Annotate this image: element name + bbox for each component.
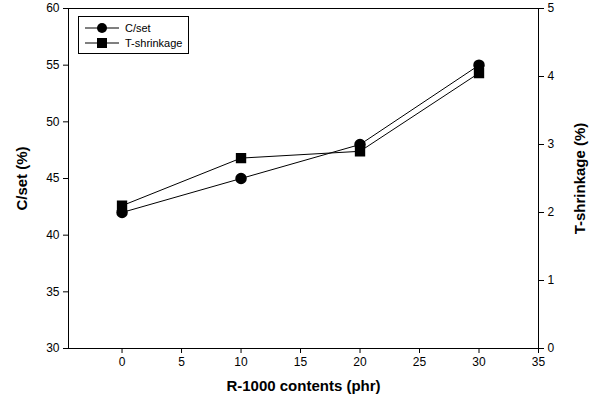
- html-text:C/set: C/set: [125, 21, 151, 34]
- svg-text:20: 20: [353, 355, 367, 369]
- svg-text:35: 35: [532, 355, 546, 369]
- svg-text:R-1000 contents (phr): R-1000 contents (phr): [226, 377, 380, 394]
- svg-text:5: 5: [548, 1, 555, 15]
- svg-text:5: 5: [178, 355, 185, 369]
- svg-text:60: 60: [46, 1, 60, 15]
- svg-text:T-shrinkage (%): T-shrinkage (%): [571, 123, 588, 235]
- svg-text:50: 50: [46, 115, 60, 129]
- svg-text:0: 0: [548, 341, 555, 355]
- svg-text:2: 2: [548, 205, 555, 219]
- html-text:T-shrinkage: T-shrinkage: [125, 36, 183, 49]
- svg-text:35: 35: [46, 285, 60, 299]
- svg-text:15: 15: [294, 355, 308, 369]
- svg-text:30: 30: [472, 355, 486, 369]
- svg-text:55: 55: [46, 58, 60, 72]
- svg-text:10: 10: [234, 355, 248, 369]
- svg-text:40: 40: [46, 228, 60, 242]
- svg-text:0: 0: [119, 355, 126, 369]
- svg-text:C/set (%): C/set (%): [13, 146, 30, 210]
- svg-text:25: 25: [413, 355, 427, 369]
- svg-text:4: 4: [548, 69, 555, 83]
- svg-text:3: 3: [548, 137, 555, 151]
- svg-text:30: 30: [46, 341, 60, 355]
- svg-text:1: 1: [548, 273, 555, 287]
- svg-text:45: 45: [46, 171, 60, 185]
